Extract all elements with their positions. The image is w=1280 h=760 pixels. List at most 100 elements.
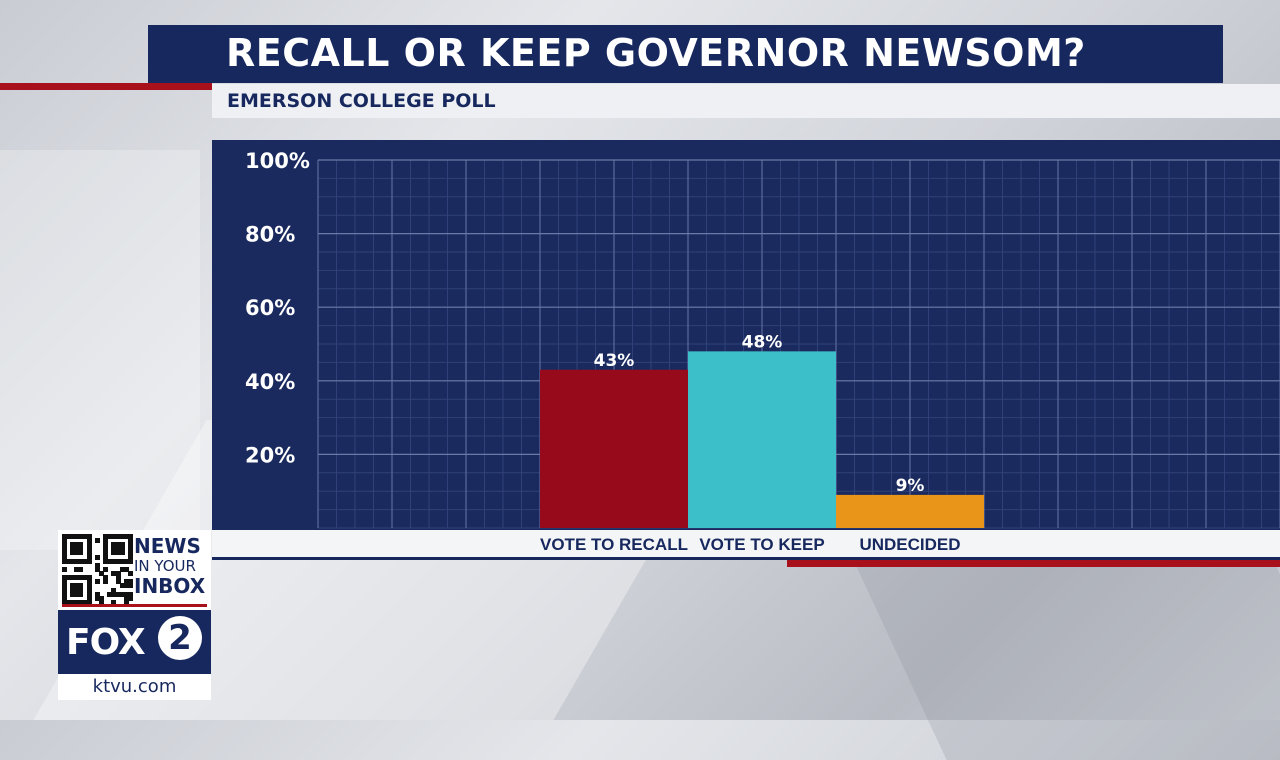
qr-module — [123, 599, 129, 605]
qr-module — [70, 542, 76, 548]
qr-module — [74, 542, 80, 548]
subtitle-bar: EMERSON COLLEGE POLL — [212, 84, 1280, 118]
qr-module — [66, 558, 72, 564]
qr-module — [111, 534, 117, 539]
qr-module — [115, 546, 121, 552]
qr-module — [62, 558, 67, 564]
qr-module — [62, 566, 67, 572]
qr-module — [74, 583, 80, 589]
qr-module — [62, 550, 67, 556]
qr-module — [103, 558, 109, 564]
qr-code-icon — [62, 534, 133, 605]
qr-module — [86, 595, 92, 601]
qr-module — [94, 566, 100, 572]
y-tick-label: 100% — [245, 149, 310, 173]
qr-module — [66, 575, 72, 581]
qr-module — [70, 534, 76, 539]
bar-chart: 20% 40% 60% 80% 100% 43% VOTE TO RECALL 48% VOTE… — [245, 149, 1280, 554]
qr-module — [70, 583, 76, 589]
qr-module — [107, 558, 113, 564]
bar — [688, 351, 836, 528]
qr-module — [94, 595, 100, 601]
qr-module — [99, 571, 105, 577]
qr-module — [127, 538, 133, 544]
news-text: NEWS — [134, 534, 201, 558]
qr-module — [62, 534, 67, 539]
qr-module — [119, 566, 125, 572]
qr-module — [62, 599, 67, 605]
qr-module — [99, 599, 105, 605]
qr-module — [86, 542, 92, 548]
accent-strip — [787, 560, 1280, 567]
qr-module — [127, 534, 133, 539]
qr-module — [86, 599, 92, 605]
y-tick-label: 20% — [245, 443, 295, 467]
qr-module — [119, 550, 125, 556]
qr-module — [127, 595, 133, 601]
qr-module — [78, 587, 84, 593]
qr-module — [119, 558, 125, 564]
qr-module — [70, 575, 76, 581]
qr-module — [70, 558, 76, 564]
qr-module — [94, 591, 100, 597]
qr-module — [70, 587, 76, 593]
qr-module — [115, 534, 121, 539]
qr-module — [86, 538, 92, 544]
qr-module — [123, 534, 129, 539]
qr-module — [111, 591, 117, 597]
qr-module — [82, 534, 88, 539]
data-label: 48% — [742, 332, 783, 352]
qr-module — [62, 587, 67, 593]
qr-module — [115, 558, 121, 564]
qr-module — [123, 558, 129, 564]
qr-module — [86, 587, 92, 593]
qr-module — [78, 575, 84, 581]
qr-module — [66, 599, 72, 605]
category-label-bar — [212, 530, 1280, 560]
qr-module — [82, 575, 88, 581]
qr-module — [74, 546, 80, 552]
station-name: FOX — [66, 622, 146, 663]
qr-module — [74, 558, 80, 564]
qr-module — [103, 550, 109, 556]
qr-module — [111, 546, 117, 552]
station-logo: NEWS IN YOUR INBOX FOX 2 ktvu.com — [58, 530, 211, 700]
qr-module — [82, 558, 88, 564]
category-label: VOTE TO RECALL — [540, 535, 688, 554]
qr-module — [62, 542, 67, 548]
qr-module — [94, 562, 100, 568]
qr-module — [78, 583, 84, 589]
category-label: VOTE TO KEEP — [699, 535, 824, 554]
category-label: UNDECIDED — [859, 535, 960, 554]
qr-module — [78, 542, 84, 548]
qr-module — [86, 534, 92, 539]
fox-logo: FOX 2 — [58, 610, 211, 674]
qr-module — [62, 575, 67, 581]
qr-module — [78, 566, 84, 572]
qr-module — [123, 583, 129, 589]
qr-module — [94, 554, 100, 560]
qr-module — [127, 558, 133, 564]
qr-module — [86, 591, 92, 597]
website-text: ktvu.com — [92, 676, 177, 697]
qr-module — [103, 534, 109, 539]
qr-module — [62, 583, 67, 589]
divider — [62, 604, 207, 607]
qr-module — [111, 550, 117, 556]
qr-module — [86, 579, 92, 585]
qr-module — [74, 575, 80, 581]
qr-module — [111, 542, 117, 548]
accent-strip — [0, 83, 212, 90]
qr-module — [62, 595, 67, 601]
background-shape — [0, 150, 200, 550]
qr-module — [127, 542, 133, 548]
qr-module — [74, 587, 80, 593]
qr-module — [78, 591, 84, 597]
qr-module — [115, 550, 121, 556]
qr-module — [115, 579, 121, 585]
qr-module — [119, 546, 125, 552]
qr-module — [86, 575, 92, 581]
qr-module — [103, 575, 109, 581]
qr-module — [127, 550, 133, 556]
qr-module — [86, 550, 92, 556]
